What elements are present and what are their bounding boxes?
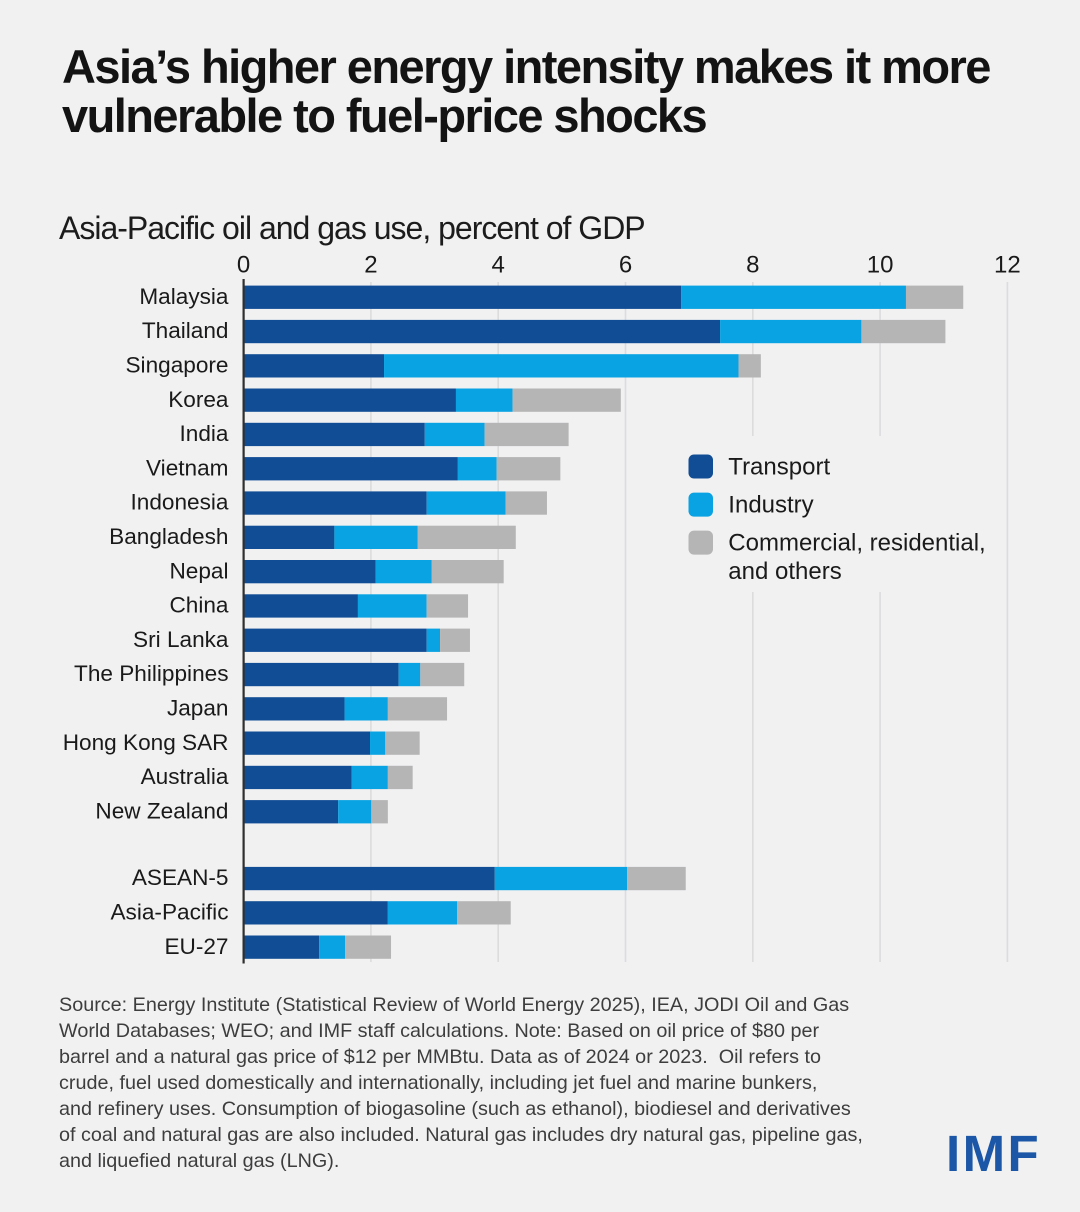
svg-text:ASEAN-5: ASEAN-5 bbox=[132, 865, 229, 890]
svg-text:Indonesia: Indonesia bbox=[131, 490, 229, 515]
svg-text:Korea: Korea bbox=[168, 387, 229, 412]
svg-text:and others: and others bbox=[728, 558, 841, 585]
svg-text:Industry: Industry bbox=[728, 492, 813, 519]
svg-text:New Zealand: New Zealand bbox=[95, 798, 228, 823]
svg-text:Sri Lanka: Sri Lanka bbox=[133, 627, 229, 652]
svg-text:China: China bbox=[169, 593, 228, 618]
svg-text:10: 10 bbox=[867, 252, 894, 279]
svg-text:Thailand: Thailand bbox=[142, 318, 229, 343]
svg-text:India: India bbox=[180, 421, 229, 446]
svg-text:0: 0 bbox=[237, 252, 250, 279]
svg-text:Japan: Japan bbox=[167, 695, 229, 720]
svg-text:4: 4 bbox=[492, 252, 505, 279]
svg-text:Nepal: Nepal bbox=[169, 558, 228, 583]
svg-text:Malaysia: Malaysia bbox=[139, 284, 229, 309]
svg-text:12: 12 bbox=[994, 252, 1021, 279]
svg-text:The Philippines: The Philippines bbox=[74, 661, 228, 686]
svg-text:Australia: Australia bbox=[141, 764, 229, 789]
svg-text:Hong Kong SAR: Hong Kong SAR bbox=[63, 730, 229, 755]
svg-text:2: 2 bbox=[364, 252, 377, 279]
svg-text:Vietnam: Vietnam bbox=[146, 455, 228, 480]
svg-text:Transport: Transport bbox=[728, 454, 830, 481]
svg-text:8: 8 bbox=[746, 252, 759, 279]
svg-text:Commercial, residential,: Commercial, residential, bbox=[728, 530, 985, 557]
svg-text:Bangladesh: Bangladesh bbox=[109, 524, 228, 549]
svg-text:Singapore: Singapore bbox=[125, 352, 228, 377]
svg-text:Asia-Pacific: Asia-Pacific bbox=[110, 899, 228, 924]
svg-text:6: 6 bbox=[619, 252, 632, 279]
svg-text:EU-27: EU-27 bbox=[164, 934, 228, 959]
